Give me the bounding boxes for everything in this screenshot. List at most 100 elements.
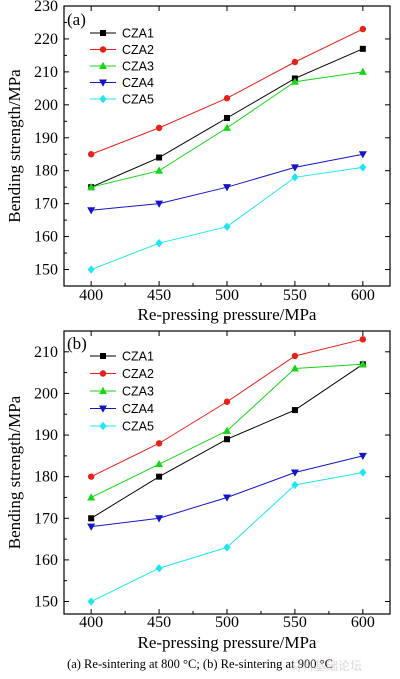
y-tick-label: 160 xyxy=(34,552,58,569)
data-point-cza4 xyxy=(87,523,96,531)
legend-label: CZA5 xyxy=(122,93,154,107)
legend-marker xyxy=(99,386,107,394)
legend-label: CZA4 xyxy=(122,76,154,90)
data-point-cza1 xyxy=(156,473,163,480)
legend-marker xyxy=(99,79,107,87)
data-point-cza5 xyxy=(359,163,367,172)
legend-label: CZA2 xyxy=(122,367,154,381)
legend-label: CZA5 xyxy=(122,420,154,434)
legend-marker xyxy=(99,370,107,377)
y-tick-label: 190 xyxy=(34,130,58,147)
y-tick-label: 170 xyxy=(34,196,58,213)
data-point-cza2 xyxy=(155,124,163,132)
y-axis-title: Bending strength/MPa xyxy=(5,69,24,223)
legend-marker xyxy=(99,421,107,431)
data-point-cza5 xyxy=(291,173,299,182)
y-tick-label: 160 xyxy=(34,229,58,246)
legend-label: CZA2 xyxy=(122,43,154,57)
legend-label: CZA1 xyxy=(122,27,154,41)
data-point-cza2 xyxy=(359,336,367,343)
data-point-cza1 xyxy=(291,407,298,414)
x-tick-label: 550 xyxy=(283,287,307,304)
data-point-cza5 xyxy=(155,238,163,248)
data-point-cza4 xyxy=(290,164,299,172)
legend-label: CZA4 xyxy=(122,402,154,416)
legend-marker xyxy=(100,353,106,359)
x-tick-label: 600 xyxy=(351,614,375,631)
data-point-cza3 xyxy=(155,166,164,174)
data-point-cza5 xyxy=(155,564,163,573)
data-point-cza2 xyxy=(87,151,95,158)
x-axis-title: Re-pressing pressure/MPa xyxy=(138,633,317,652)
data-point-cza1 xyxy=(224,115,230,121)
panel-a-chart: 400 450 500 550 600 150 160 170 180 190 200 210 220 2… xyxy=(5,0,391,324)
data-point-cza2 xyxy=(291,58,299,66)
watermark: 材料基础论坛 xyxy=(290,659,363,673)
legend-marker xyxy=(100,30,106,36)
y-tick-label: 230 xyxy=(34,0,58,15)
data-point-cza2 xyxy=(155,440,163,447)
data-point-cza5 xyxy=(223,543,231,552)
x-tick-label: 400 xyxy=(79,614,103,631)
y-tick-label: 180 xyxy=(34,163,58,180)
y-tick-label: 210 xyxy=(34,64,58,81)
data-point-cza5 xyxy=(291,480,299,490)
legend-label: CZA3 xyxy=(122,60,154,74)
series-line-cza5 xyxy=(90,472,363,602)
y-tick-label: 220 xyxy=(34,31,58,48)
data-point-cza5 xyxy=(87,265,95,274)
data-point-cza1 xyxy=(88,515,95,522)
data-point-cza2 xyxy=(223,95,231,102)
figure-caption: (a) Re-sintering at 800 °C; (b) Re-sinte… xyxy=(67,657,333,671)
x-tick-label: 500 xyxy=(215,287,239,304)
data-point-cza4 xyxy=(223,184,231,192)
data-point-cza4 xyxy=(223,494,231,502)
data-point-cza3 xyxy=(290,364,299,372)
data-point-cza4 xyxy=(155,200,164,208)
data-point-cza2 xyxy=(291,352,299,360)
data-point-cza3 xyxy=(358,360,367,368)
x-tick-label: 400 xyxy=(79,287,103,304)
y-tick-label: 150 xyxy=(34,262,58,279)
data-point-cza4 xyxy=(290,469,299,477)
x-tick-label: 600 xyxy=(351,287,375,304)
data-point-cza5 xyxy=(359,468,367,477)
data-point-cza3 xyxy=(223,123,231,131)
series-line-cza4 xyxy=(91,153,363,211)
panel-label: (b) xyxy=(67,334,87,353)
data-point-cza3 xyxy=(87,182,96,191)
y-tick-label: 200 xyxy=(34,385,58,402)
data-point-cza1 xyxy=(224,436,230,443)
data-point-cza3 xyxy=(87,493,96,501)
data-point-cza3 xyxy=(358,67,367,75)
series-line-cza4 xyxy=(91,455,363,528)
legend-marker xyxy=(99,61,107,69)
data-point-cza4 xyxy=(358,452,367,461)
legend-marker xyxy=(99,405,107,413)
y-tick-label: 170 xyxy=(34,510,58,527)
y-tick-label: 200 xyxy=(34,97,58,114)
legend-marker xyxy=(99,94,107,104)
data-point-cza3 xyxy=(155,459,164,468)
data-point-cza1 xyxy=(156,154,163,161)
data-point-cza2 xyxy=(87,473,95,480)
data-point-cza2 xyxy=(359,25,367,33)
data-point-cza1 xyxy=(359,45,366,52)
panel-b-chart: 400 450 500 550 600 150 160 170 180 190 200 210 Re-p… xyxy=(5,330,391,652)
x-tick-label: 450 xyxy=(147,614,171,631)
data-point-cza5 xyxy=(87,597,95,606)
y-axis-title: Bending strength/MPa xyxy=(5,395,24,549)
x-tick-label: 450 xyxy=(147,287,171,304)
panel-label: (a) xyxy=(67,10,86,29)
data-point-cza2 xyxy=(223,398,231,405)
data-point-cza4 xyxy=(155,515,164,523)
series-line-cza5 xyxy=(90,166,363,270)
legend-label: CZA1 xyxy=(122,350,154,364)
data-point-cza3 xyxy=(223,426,231,434)
legend-label: CZA3 xyxy=(122,385,154,399)
data-point-cza4 xyxy=(87,207,96,215)
y-tick-label: 180 xyxy=(34,469,58,486)
x-axis-title: Re-pressing pressure/MPa xyxy=(138,305,317,324)
data-point-cza5 xyxy=(223,222,231,231)
y-tick-label: 210 xyxy=(34,344,58,361)
